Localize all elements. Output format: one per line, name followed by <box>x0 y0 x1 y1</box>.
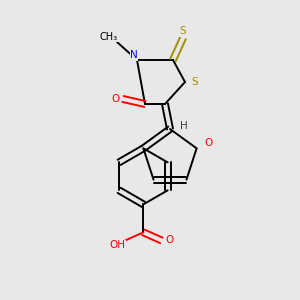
Text: O: O <box>165 235 173 245</box>
Text: N: N <box>130 50 138 60</box>
Text: O: O <box>205 138 213 148</box>
Text: H: H <box>180 121 188 131</box>
Text: S: S <box>192 77 198 87</box>
Text: S: S <box>180 26 186 36</box>
Text: CH₃: CH₃ <box>100 32 118 42</box>
Text: O: O <box>111 94 119 104</box>
Text: OH: OH <box>110 240 125 250</box>
